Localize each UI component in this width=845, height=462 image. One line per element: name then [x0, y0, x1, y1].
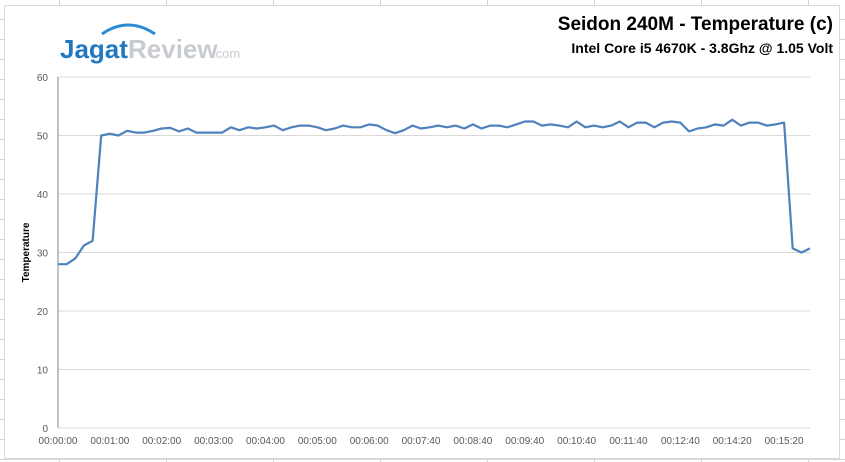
y-axis-title: Temperature [21, 222, 32, 282]
logo-part1: Jagat [60, 34, 128, 64]
logo-part2: Review [128, 34, 218, 64]
x-tick-label: 00:15:20 [765, 436, 804, 447]
x-tick-label: 00:10:40 [557, 436, 596, 447]
temperature-series-line [58, 118, 811, 266]
x-tick-label: 00:05:00 [298, 436, 337, 447]
x-tick-label: 00:03:00 [194, 436, 233, 447]
x-tick-label: 00:06:00 [350, 436, 389, 447]
chart-area[interactable] [4, 5, 840, 459]
x-tick-label: 00:09:40 [505, 436, 544, 447]
y-tick-label: 10 [37, 366, 49, 377]
x-tick-label: 00:00:00 [39, 436, 78, 447]
x-tick-label: 00:01:00 [90, 436, 129, 447]
x-tick-label: 00:11:40 [609, 436, 648, 447]
x-tick-label: 00:07:40 [402, 436, 441, 447]
logo-part3: .com [212, 46, 240, 61]
y-tick-label: 20 [37, 307, 49, 318]
x-tick-label: 00:08:40 [453, 436, 492, 447]
y-tick-label: 30 [37, 249, 49, 260]
chart-title-block: Seidon 240M - Temperature (c) Intel Core… [558, 14, 833, 56]
x-tick-label: 00:02:00 [142, 436, 181, 447]
x-tick-label: 00:04:00 [246, 436, 285, 447]
y-tick-label: 40 [37, 190, 49, 201]
x-tick-label: 00:12:40 [661, 436, 700, 447]
y-tick-label: 60 [37, 73, 49, 84]
chart-title: Seidon 240M - Temperature (c) [557, 14, 833, 35]
y-tick-label: 50 [37, 132, 49, 143]
chart-subtitle: Intel Core i5 4670K - 3.8Ghz @ 1.05 Volt [571, 40, 833, 56]
jagatreview-logo: Jagat Review .com [60, 20, 250, 75]
x-tick-label: 00:14:20 [713, 436, 752, 447]
y-tick-label: 0 [42, 424, 48, 435]
